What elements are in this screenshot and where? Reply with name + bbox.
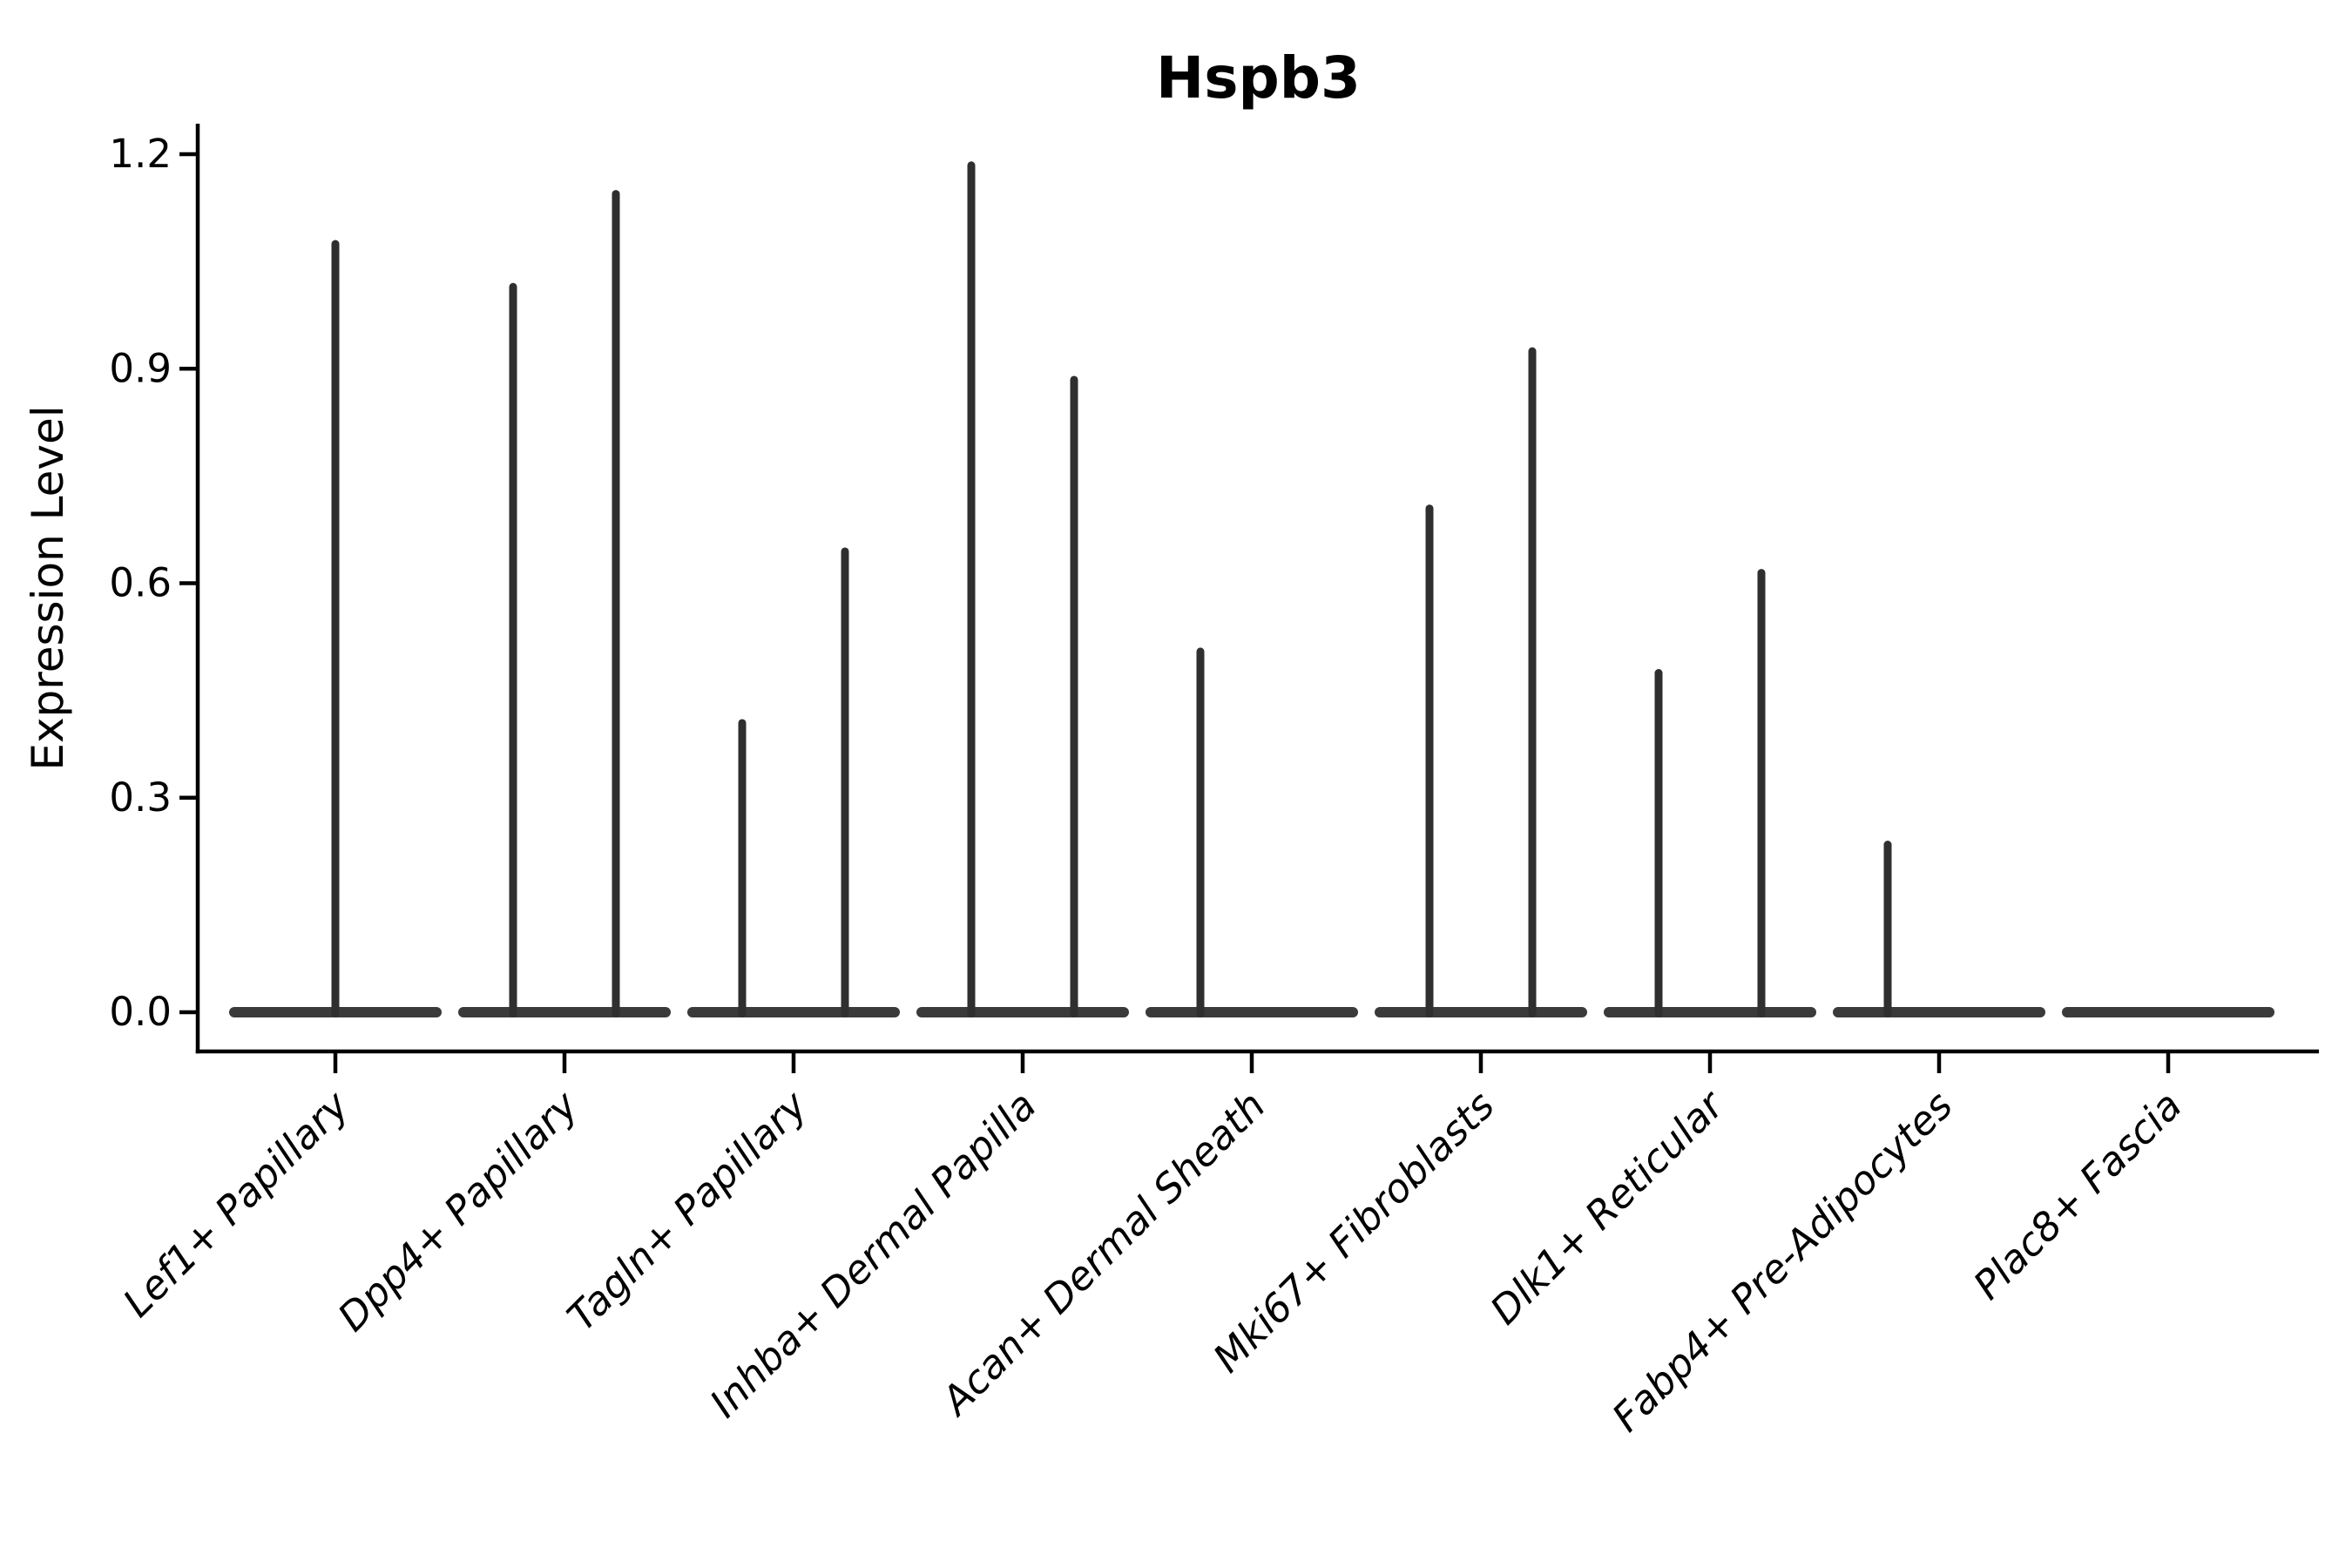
chart-title: Hspb3 [1156, 44, 1361, 112]
violin-spike [1883, 841, 1892, 1017]
y-tick-label: 0.0 [109, 989, 172, 1035]
y-tick-label: 0.3 [109, 774, 172, 821]
violin-spike [738, 719, 747, 1017]
violin-spike [967, 161, 976, 1018]
y-tick-label: 0.9 [109, 345, 172, 391]
x-tick-label: Lef1+ Papillary [114, 1081, 359, 1326]
violin-base [1604, 1007, 1816, 1017]
violin-spike [1070, 375, 1078, 1017]
violin-base [1833, 1007, 2045, 1017]
violin-base [916, 1007, 1129, 1017]
x-tick-label: Plac8+ Fascia [1964, 1082, 2191, 1308]
violin-spike [1528, 347, 1537, 1017]
violin-spike [1425, 504, 1434, 1017]
violin-base [1375, 1007, 1587, 1017]
violin-base [2062, 1007, 2274, 1017]
violin-base [687, 1007, 900, 1017]
x-tick-label: Dlk1+ Reticular [1481, 1081, 1734, 1334]
violin-spike [612, 190, 620, 1017]
y-tick-label: 0.6 [109, 560, 172, 606]
y-tick-label: 1.2 [109, 131, 172, 177]
violin-spike [331, 240, 340, 1017]
violin-base [1146, 1007, 1358, 1017]
x-tick-label: Tagln+ Papillary [558, 1081, 817, 1340]
y-axis-label: Expression Level [23, 405, 73, 770]
x-tick-label: Dpp4+ Papillary [329, 1081, 588, 1340]
violin-spike [509, 282, 517, 1017]
violin-spike [1654, 669, 1663, 1017]
violin-spike [1757, 569, 1766, 1017]
violin-base [458, 1007, 671, 1017]
violin-spike [841, 547, 849, 1017]
violin-spike [1196, 647, 1205, 1017]
